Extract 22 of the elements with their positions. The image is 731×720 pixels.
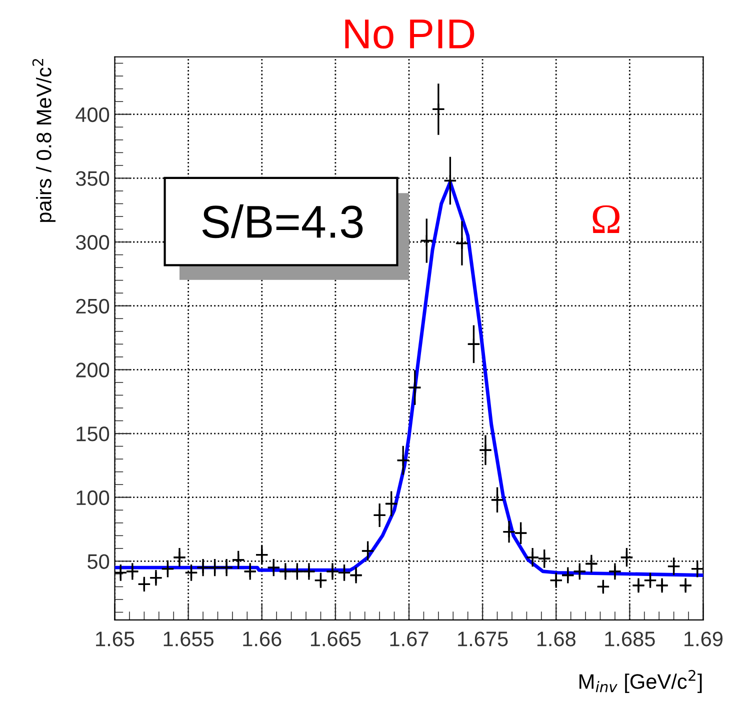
annotation: S/B=4.3 (202, 204, 363, 238)
x-tick-label: 1.655 (164, 632, 214, 646)
x-axis-title: M$_{inv}$ [GeV/c$^{2}$] (580, 670, 702, 694)
x-tick-label: 1.665 (310, 632, 361, 646)
y-tick-label: 50 (88, 554, 110, 569)
y-tick-label: 100 (76, 490, 110, 506)
x-tick-label: 1.69 (684, 632, 723, 646)
x-tick-label: 1.68 (537, 632, 576, 646)
x-tick-label: 1.685 (605, 632, 655, 646)
y-tick-label: 250 (76, 298, 110, 314)
x-tick-label: 1.67 (390, 632, 428, 646)
y-tick-label: 300 (76, 235, 110, 250)
y-tick-label: 400 (76, 107, 110, 122)
x-tick-label: 1.65 (96, 632, 134, 646)
x-tick-label: 1.66 (243, 632, 282, 646)
y-tick-label: 150 (76, 426, 110, 442)
y-tick-label: 350 (76, 171, 110, 186)
annotation: Ω (592, 205, 620, 233)
x-tick-label: 1.675 (458, 632, 508, 646)
y-tick-label: 200 (76, 362, 110, 378)
chart-title: No PID (345, 20, 474, 49)
y-axis-title: pairs / 0.8 MeV/c$^{2}$ (32, 59, 56, 222)
